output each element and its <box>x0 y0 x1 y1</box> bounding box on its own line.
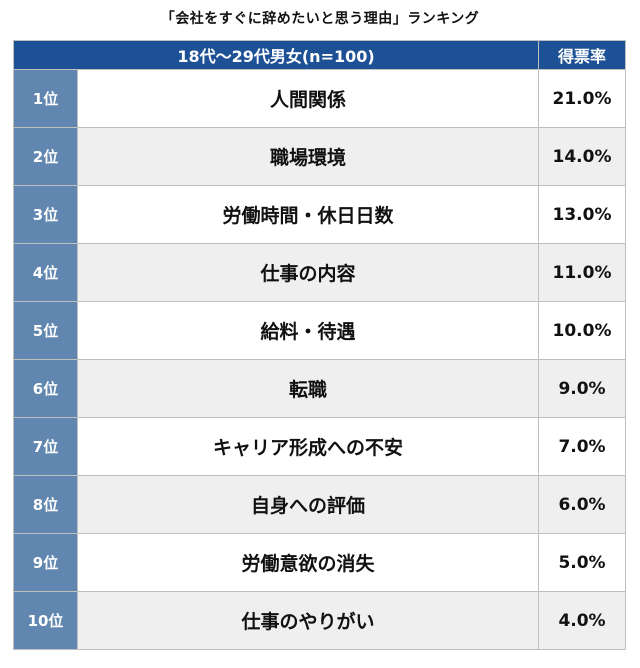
reason-cell: キャリア形成への不安 <box>76 417 540 476</box>
table-row: 3位 労働時間・休日日数 13.0% <box>13 185 627 244</box>
reason-cell: 仕事の内容 <box>76 243 540 302</box>
reason-cell: 職場環境 <box>76 127 540 186</box>
percent-cell: 4.0% <box>538 591 627 650</box>
rank-cell: 5位 <box>13 301 78 360</box>
reason-cell: 仕事のやりがい <box>76 591 540 650</box>
percent-cell: 6.0% <box>538 475 627 534</box>
table-row: 2位 職場環境 14.0% <box>13 127 627 186</box>
reason-cell: 人間関係 <box>76 69 540 128</box>
column-header-rate: 得票率 <box>538 40 627 70</box>
table-row: 10位 仕事のやりがい 4.0% <box>13 591 627 650</box>
reason-cell: 給料・待遇 <box>76 301 540 360</box>
table-row: 9位 労働意欲の消失 5.0% <box>13 533 627 592</box>
percent-cell: 14.0% <box>538 127 627 186</box>
reason-cell: 労働時間・休日日数 <box>76 185 540 244</box>
table-body: 1位 人間関係 21.0% 2位 職場環境 14.0% 3位 労働時間・休日日数 13.0% 4位… <box>13 69 627 650</box>
percent-cell: 5.0% <box>538 533 627 592</box>
chart-title: 「会社をすぐに辞めたいと思う理由」ランキング <box>160 11 480 27</box>
reason-cell: 自身への評価 <box>76 475 540 534</box>
rank-cell: 8位 <box>13 475 78 534</box>
table-row: 4位 仕事の内容 11.0% <box>13 243 627 302</box>
percent-cell: 9.0% <box>538 359 627 418</box>
percent-cell: 10.0% <box>538 301 627 360</box>
rank-cell: 10位 <box>13 591 78 650</box>
percent-cell: 11.0% <box>538 243 627 302</box>
column-header-group: 18代〜29代男女(n=100) <box>12 40 540 70</box>
rank-cell: 2位 <box>13 127 78 186</box>
reason-cell: 転職 <box>76 359 540 418</box>
rank-cell: 9位 <box>13 533 78 592</box>
rank-cell: 3位 <box>13 185 78 244</box>
percent-cell: 13.0% <box>538 185 627 244</box>
table-header-row: 18代〜29代男女(n=100) 得票率 <box>12 40 627 70</box>
ranking-table: 18代〜29代男女(n=100) 得票率 1位 人間関係 21.0% 2位 職場環境 14… <box>12 40 627 650</box>
table-row: 5位 給料・待遇 10.0% <box>13 301 627 360</box>
table-row: 6位 転職 9.0% <box>13 359 627 418</box>
rank-cell: 1位 <box>13 69 78 128</box>
rank-cell: 4位 <box>13 243 78 302</box>
table-row: 8位 自身への評価 6.0% <box>13 475 627 534</box>
rank-cell: 7位 <box>13 417 78 476</box>
percent-cell: 21.0% <box>538 69 627 128</box>
rank-cell: 6位 <box>13 359 78 418</box>
table-row: 7位 キャリア形成への不安 7.0% <box>13 417 627 476</box>
percent-cell: 7.0% <box>538 417 627 476</box>
reason-cell: 労働意欲の消失 <box>76 533 540 592</box>
table-row: 1位 人間関係 21.0% <box>13 69 627 128</box>
